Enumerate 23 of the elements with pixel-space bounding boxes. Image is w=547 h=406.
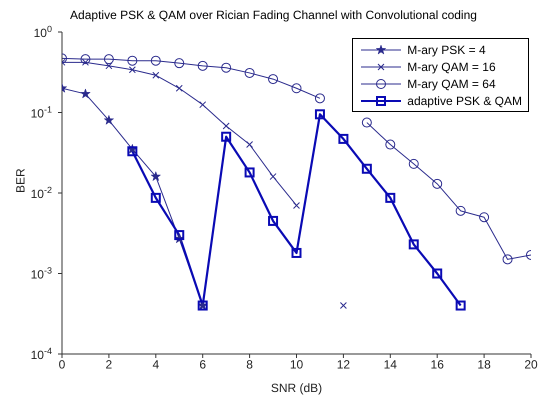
x-tick-label: 14 (384, 358, 398, 372)
x-tick-label: 18 (477, 358, 492, 372)
y-tick-label: 10$^{-3}$ (30, 266, 52, 282)
y-tick-label: 10$^{0}$ (34, 24, 52, 40)
x-tick-label: 12 (336, 358, 350, 372)
y-tick-label: 10$^{-4}$ (30, 346, 52, 362)
y-tick-label: 10$^{-1}$ (30, 104, 52, 120)
y-axis-title: BER (13, 168, 28, 193)
x-tick-label: 8 (246, 358, 254, 372)
legend-label: M-ary PSK = 4 (407, 42, 486, 56)
legend-label: M-ary QAM = 64 (407, 76, 496, 90)
x-tick-label: 16 (430, 358, 444, 372)
y-tick-label: 10$^{-2}$ (30, 185, 52, 201)
x-tick-label: 20 (524, 358, 538, 372)
x-tick-label: 6 (199, 358, 206, 372)
legend-label: M-ary QAM = 16 (407, 60, 496, 74)
x-tick-label: 0 (58, 358, 66, 372)
x-tick-label: 10 (290, 358, 304, 372)
chart-title: Adaptive PSK & QAM over Rician Fading Channel with Convolutional coding (69, 8, 478, 22)
x-axis-title: SNR (dB) (270, 381, 322, 395)
legend-label: adaptive PSK & QAM (407, 94, 522, 108)
x-tick-label: 2 (106, 358, 113, 372)
x-tick-label: 4 (152, 358, 160, 372)
